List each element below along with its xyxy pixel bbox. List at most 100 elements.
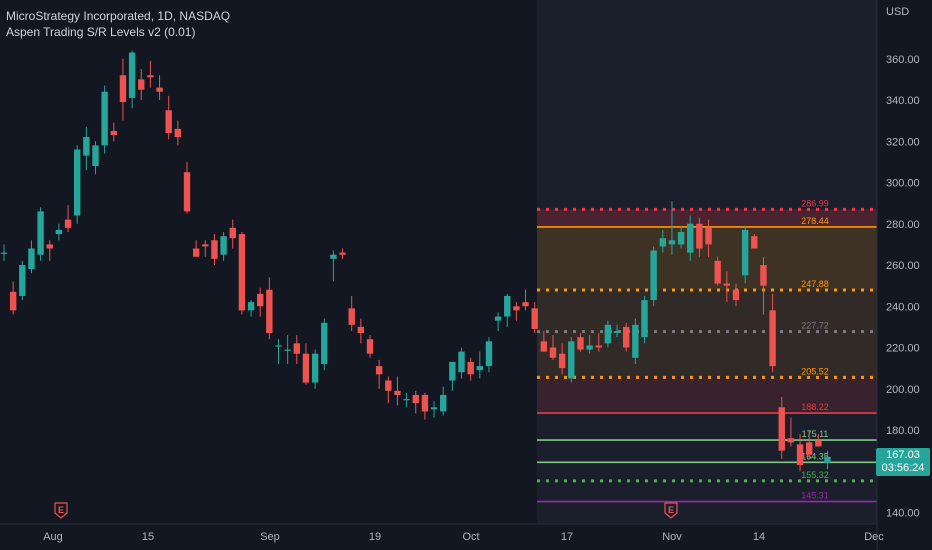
indicator-window-bg (537, 0, 877, 524)
sr-level-label: 188.22 (801, 402, 829, 412)
time-tick-label: 15 (142, 531, 154, 543)
price-tick-label: 300.00 (886, 178, 920, 190)
sr-level-label: 175.11 (802, 429, 829, 439)
candle-body (339, 252, 346, 255)
candle-body (37, 211, 44, 255)
sr-zone-band (537, 209, 877, 227)
earnings-marker-icon[interactable]: E (54, 502, 68, 519)
sr-level-label: 155.32 (801, 470, 829, 480)
candle-body (375, 366, 383, 375)
earnings-badge-letter: E (668, 505, 674, 515)
candle-body (806, 442, 813, 455)
candle-body (449, 361, 456, 381)
candle-body (623, 326, 630, 348)
candle-body (183, 172, 191, 212)
candle-body (421, 394, 429, 412)
candle-body (366, 339, 374, 354)
candle-body (412, 394, 419, 404)
candle-body (220, 236, 227, 255)
candle-body (687, 223, 694, 253)
candle-body (28, 248, 35, 270)
candle-body (211, 240, 218, 259)
candle-body (796, 444, 804, 466)
candle-body (604, 324, 612, 344)
candle-body (202, 244, 209, 247)
last-price-badge: 167.03 03:56:24 (876, 448, 930, 476)
candle-body (174, 128, 182, 138)
time-tick-label: Aug (43, 531, 63, 543)
candle-body (659, 238, 666, 247)
candle-body (778, 407, 785, 451)
candle-body (467, 361, 474, 375)
symbol-title[interactable]: MicroStrategy Incorporated, 1D, NASDAQ (6, 9, 231, 23)
candle-body (192, 248, 200, 257)
candle-body (266, 289, 273, 334)
candle-body (238, 234, 246, 311)
candle-body (650, 250, 657, 301)
candle-body (769, 310, 776, 367)
candle-body (302, 353, 310, 383)
candle-body (330, 254, 337, 259)
candle-body (101, 91, 108, 146)
candle-body (504, 295, 511, 317)
candlestick-series (0, 50, 831, 472)
candle-body (0, 252, 8, 254)
candle-body (714, 260, 721, 284)
earnings-badge-shape (54, 502, 68, 519)
candle-body (321, 322, 328, 364)
candle-body (394, 390, 401, 395)
candle-body (787, 438, 795, 443)
sr-level-label: 247.88 (801, 279, 829, 289)
candle-body (293, 343, 300, 354)
candle-body (156, 87, 163, 92)
candle-body (257, 293, 264, 307)
price-tick-label: 340.00 (886, 95, 920, 107)
candle-body (348, 308, 355, 325)
candle-body (723, 283, 731, 286)
price-tick-label: 180.00 (886, 425, 920, 437)
candle-body (229, 227, 236, 239)
earnings-badge-letter: E (58, 505, 64, 515)
chart-legend[interactable]: MicroStrategy Incorporated, 1D, NASDAQ A… (6, 8, 230, 40)
candle-body (540, 341, 548, 352)
candle-body (815, 440, 822, 447)
candle-body (64, 219, 72, 228)
price-tick-label: 140.00 (886, 508, 920, 520)
candle-body (668, 240, 676, 245)
candle-body (613, 331, 621, 334)
candle-body (92, 145, 99, 166)
candle-body (732, 289, 740, 301)
time-tick-label: 19 (369, 531, 381, 543)
candle-body (549, 347, 557, 358)
candle-body (558, 353, 566, 369)
candle-body (147, 75, 154, 78)
indicator-title[interactable]: Aspen Trading S/R Levels v2 (0.01) (6, 25, 196, 39)
candle-body (458, 351, 465, 373)
candle-body (19, 265, 26, 296)
sr-zone-bands (537, 0, 877, 524)
candle-body (403, 399, 410, 401)
earnings-marker-icon[interactable]: E (664, 502, 678, 519)
candle-body (385, 380, 392, 391)
candle-body (586, 345, 593, 350)
sr-level-label: 278.44 (801, 216, 829, 226)
time-tick-label: 14 (753, 531, 765, 543)
candle-body (568, 341, 575, 379)
time-tick-label: 17 (561, 531, 573, 543)
time-tick-label: Oct (462, 531, 479, 543)
candle-body (522, 302, 529, 307)
candle-body (119, 75, 127, 103)
sr-level-label: 164.35 (801, 451, 829, 461)
earnings-badge-shape (664, 502, 678, 519)
candle-body (83, 137, 90, 156)
candle-body (110, 130, 117, 136)
candle-body (165, 110, 172, 133)
candle-body (531, 308, 538, 329)
candle-body (440, 394, 447, 412)
candle-body (641, 300, 648, 338)
price-tick-label: 220.00 (886, 343, 920, 355)
sr-zone-band (537, 331, 877, 378)
sr-level-label: 227.72 (801, 321, 829, 331)
